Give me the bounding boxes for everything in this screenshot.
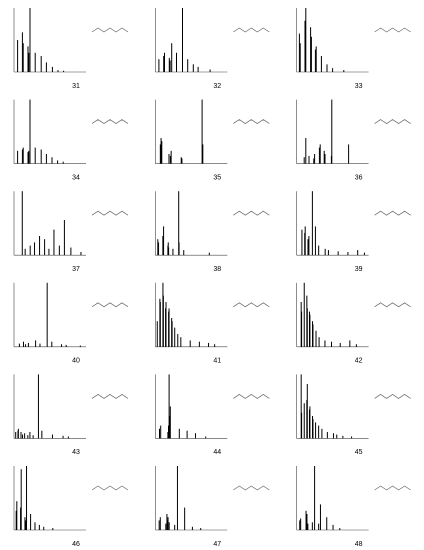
panel-number: 35 — [213, 174, 221, 181]
structure — [374, 119, 411, 125]
structure — [233, 485, 270, 491]
structure — [374, 27, 411, 33]
structure — [233, 393, 270, 399]
panel-number: 41 — [213, 358, 221, 365]
structure — [233, 119, 270, 125]
panel-number: 46 — [72, 541, 80, 548]
structure — [91, 485, 129, 491]
structure — [374, 393, 411, 399]
structure — [374, 485, 411, 491]
panel-number: 48 — [355, 541, 363, 548]
panel-number: 44 — [213, 449, 221, 456]
structure — [91, 27, 129, 33]
panel-number: 31 — [72, 83, 80, 90]
panel-number: 40 — [72, 358, 80, 365]
panel-number: 42 — [355, 358, 363, 365]
panel-number: 39 — [355, 266, 363, 273]
panel-number: 32 — [213, 83, 221, 90]
structure — [233, 210, 270, 216]
panel-number: 33 — [355, 83, 363, 90]
structure — [233, 302, 270, 308]
structure — [374, 210, 411, 216]
panel-number: 38 — [213, 266, 221, 273]
structure — [91, 302, 129, 308]
structure — [91, 210, 129, 216]
panel-number: 36 — [355, 174, 363, 181]
structure — [233, 27, 270, 33]
panel-number: 37 — [72, 266, 80, 273]
structure — [91, 393, 129, 399]
structure — [374, 302, 411, 308]
structure — [91, 119, 129, 125]
panel-number: 43 — [72, 449, 80, 456]
panel-number: 45 — [355, 449, 363, 456]
panel-number: 47 — [213, 541, 221, 548]
panel-number: 34 — [72, 174, 80, 181]
